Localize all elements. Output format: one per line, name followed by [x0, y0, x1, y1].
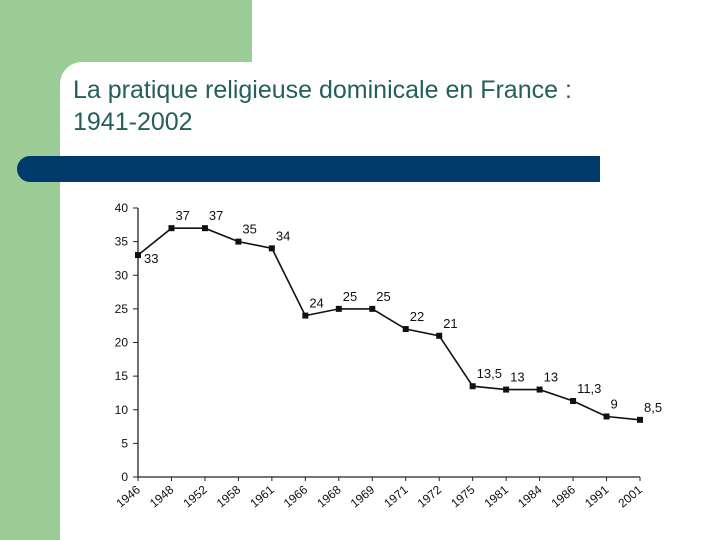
data-label: 25	[376, 289, 390, 304]
title-divider-bar	[17, 156, 600, 182]
data-label: 13,5	[477, 366, 502, 381]
data-point-marker	[268, 245, 275, 252]
data-point-marker	[603, 413, 610, 420]
data-label: 22	[410, 309, 424, 324]
slide-title: La pratique religieuse dominicale en Fra…	[73, 74, 703, 138]
y-tick-label: 25	[115, 302, 129, 316]
data-label: 13	[544, 370, 558, 385]
content-panel	[60, 62, 720, 540]
y-axis-ticks: 0 5 10 15 20 25 30 35 40	[115, 201, 138, 484]
data-point-marker	[168, 225, 175, 232]
y-tick-label: 35	[115, 235, 129, 249]
data-point-marker	[369, 305, 376, 312]
y-tick-label: 30	[115, 268, 129, 282]
x-tick-label: 1969	[348, 482, 378, 510]
y-tick-label: 40	[115, 201, 129, 215]
data-label: 34	[276, 228, 290, 243]
y-tick-label: 15	[115, 369, 129, 383]
y-tick-label: 10	[115, 403, 129, 417]
data-label: 8,5	[644, 400, 662, 415]
x-tick-label: 1958	[214, 482, 244, 510]
data-label: 24	[309, 296, 323, 311]
x-tick-label: 1961	[247, 482, 277, 510]
y-tick-label: 20	[115, 336, 129, 350]
data-points	[135, 225, 643, 423]
data-label: 21	[443, 316, 457, 331]
data-point-marker	[570, 398, 577, 405]
slide-title-line-2: 1941-2002	[73, 108, 193, 136]
data-point-marker	[637, 416, 643, 423]
data-label: 37	[175, 208, 189, 223]
x-tick-label: 1991	[582, 482, 612, 510]
x-tick-label: 1981	[482, 482, 512, 510]
data-point-marker	[335, 305, 342, 312]
data-label: 13	[510, 370, 524, 385]
x-tick-label: 1946	[113, 482, 143, 510]
series-line	[137, 227, 641, 421]
chart-axes	[137, 208, 640, 478]
x-tick-label: 2001	[615, 482, 645, 510]
data-label: 9	[611, 396, 618, 411]
data-label: 35	[242, 222, 256, 237]
x-tick-label: 1975	[448, 482, 478, 510]
x-tick-label: 1986	[549, 482, 579, 510]
x-tick-label: 1972	[415, 482, 445, 510]
data-label: 11,3	[577, 381, 601, 396]
x-tick-label: 1966	[281, 482, 311, 510]
data-label: 37	[209, 208, 223, 223]
data-point-marker	[201, 225, 208, 232]
data-point-marker	[469, 383, 476, 390]
data-point-marker	[503, 386, 510, 393]
x-tick-label: 1968	[314, 482, 344, 510]
data-point-marker	[135, 252, 141, 259]
x-tick-label: 1971	[381, 482, 411, 510]
y-tick-label: 0	[121, 470, 128, 484]
data-point-marker	[536, 386, 543, 393]
series-polyline	[137, 227, 641, 421]
data-label: 25	[343, 289, 357, 304]
data-point-marker	[235, 238, 242, 245]
data-label: 33	[144, 251, 158, 266]
data-labels: 33 37 37 35 34 24 25 25 22 21 13,5 13 13 11,3 9 8,5	[144, 208, 662, 415]
data-point-marker	[402, 326, 409, 333]
x-tick-label: 1952	[180, 482, 210, 510]
data-point-marker	[302, 312, 309, 319]
x-tick-label: 1984	[515, 482, 545, 510]
x-axis-ticks: 1946 1948 1952 1958 1961 1966 1968 1969 1971 1972…	[113, 477, 645, 510]
x-tick-label: 1948	[147, 482, 177, 510]
slide-title-line-1: La pratique religieuse dominicale en Fra…	[73, 76, 572, 104]
data-point-marker	[436, 332, 443, 339]
y-tick-label: 5	[121, 436, 128, 450]
